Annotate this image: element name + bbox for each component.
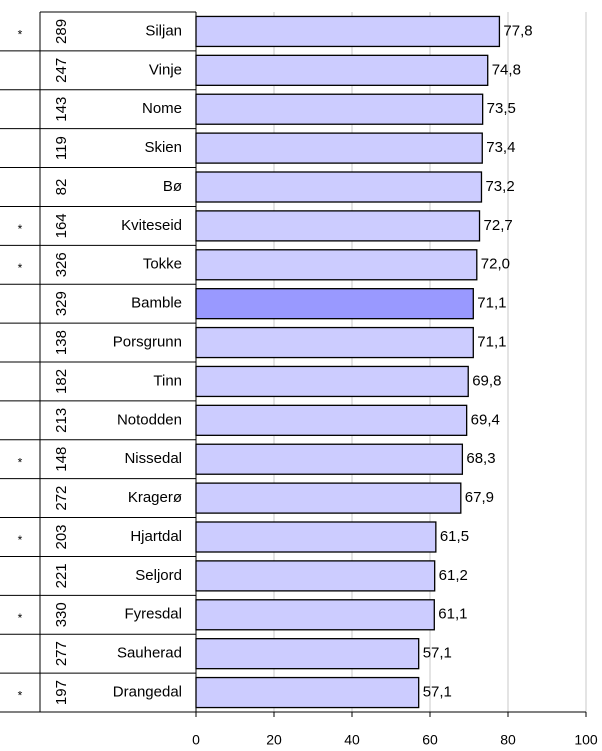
category-label: Tokke [143, 256, 182, 273]
count: 330 [53, 602, 70, 627]
x-tick-label: 100 [574, 732, 598, 748]
category-label: Drangedal [113, 684, 182, 701]
bar [195, 210, 481, 242]
category-label: Porsgrunn [113, 334, 182, 351]
bar [195, 93, 484, 125]
bar [195, 482, 462, 514]
count: 277 [53, 641, 70, 666]
category-label: Nissedal [124, 450, 182, 467]
value-label: 71,1 [477, 295, 506, 312]
bar [195, 326, 474, 359]
category-label: Siljan [145, 22, 182, 39]
count: 203 [53, 524, 70, 549]
marker: * [18, 261, 23, 275]
count: 247 [53, 58, 70, 83]
value-label: 67,9 [465, 489, 494, 506]
value-label: 72,0 [481, 256, 510, 273]
value-label: 73,4 [486, 139, 515, 156]
value-label: 72,7 [484, 217, 513, 234]
value-label: 61,5 [440, 528, 469, 545]
marker: * [18, 533, 23, 547]
category-label: Vinje [149, 61, 182, 78]
value-label: 69,4 [471, 411, 500, 428]
category-label: Sauherad [117, 645, 182, 662]
value-label: 61,2 [439, 567, 468, 584]
x-tick-label: 0 [192, 732, 200, 748]
count: 143 [53, 97, 70, 122]
value-label: 69,8 [472, 372, 501, 389]
category-label: Skien [144, 139, 182, 156]
bar [195, 560, 436, 592]
bar [195, 54, 489, 86]
count: 148 [53, 447, 70, 472]
category-label: Tinn [153, 372, 182, 389]
count: 138 [53, 330, 70, 355]
value-label: 61,1 [438, 606, 467, 623]
count: 272 [53, 486, 70, 511]
bar [195, 365, 469, 398]
marker: * [18, 28, 23, 42]
bar [195, 638, 420, 670]
bar [195, 249, 478, 281]
count: 213 [53, 408, 70, 433]
category-label: Notodden [117, 411, 182, 428]
category-label: Nome [142, 100, 182, 117]
count: 182 [53, 369, 70, 394]
value-label: 73,2 [485, 178, 514, 195]
bar [195, 599, 435, 631]
value-label: 71,1 [477, 334, 506, 351]
marker: * [18, 222, 23, 236]
value-label: 57,1 [423, 645, 452, 662]
count: 164 [53, 213, 70, 238]
bar [195, 132, 483, 164]
category-label: Bø [163, 178, 182, 195]
x-tick-label: 40 [344, 732, 360, 748]
category-label: Bamble [131, 295, 182, 312]
marker: * [18, 689, 23, 703]
category-label: Hjartdal [130, 528, 182, 545]
count: 82 [53, 179, 70, 196]
bar [195, 404, 468, 436]
bar [195, 676, 420, 709]
value-label: 73,5 [487, 100, 516, 117]
count: 289 [53, 19, 70, 44]
count: 326 [53, 252, 70, 277]
marker: * [18, 611, 23, 625]
bar [195, 443, 464, 475]
bar [195, 288, 474, 320]
category-label: Seljord [135, 567, 182, 584]
value-label: 77,8 [503, 22, 532, 39]
value-label: 74,8 [492, 61, 521, 78]
category-label: Kviteseid [121, 217, 182, 234]
x-tick-label: 80 [500, 732, 516, 748]
bar [195, 15, 501, 48]
x-tick-label: 60 [422, 732, 438, 748]
value-label: 68,3 [466, 450, 495, 467]
marker: * [18, 455, 23, 469]
count: 197 [53, 680, 70, 705]
category-label: Fyresdal [124, 606, 182, 623]
count: 329 [53, 291, 70, 316]
count: 221 [53, 563, 70, 588]
value-label: 57,1 [423, 684, 452, 701]
category-label: Kragerø [128, 489, 182, 506]
bar [195, 171, 483, 203]
bar [195, 521, 437, 553]
count: 119 [53, 136, 70, 160]
x-tick-label: 20 [266, 732, 282, 748]
